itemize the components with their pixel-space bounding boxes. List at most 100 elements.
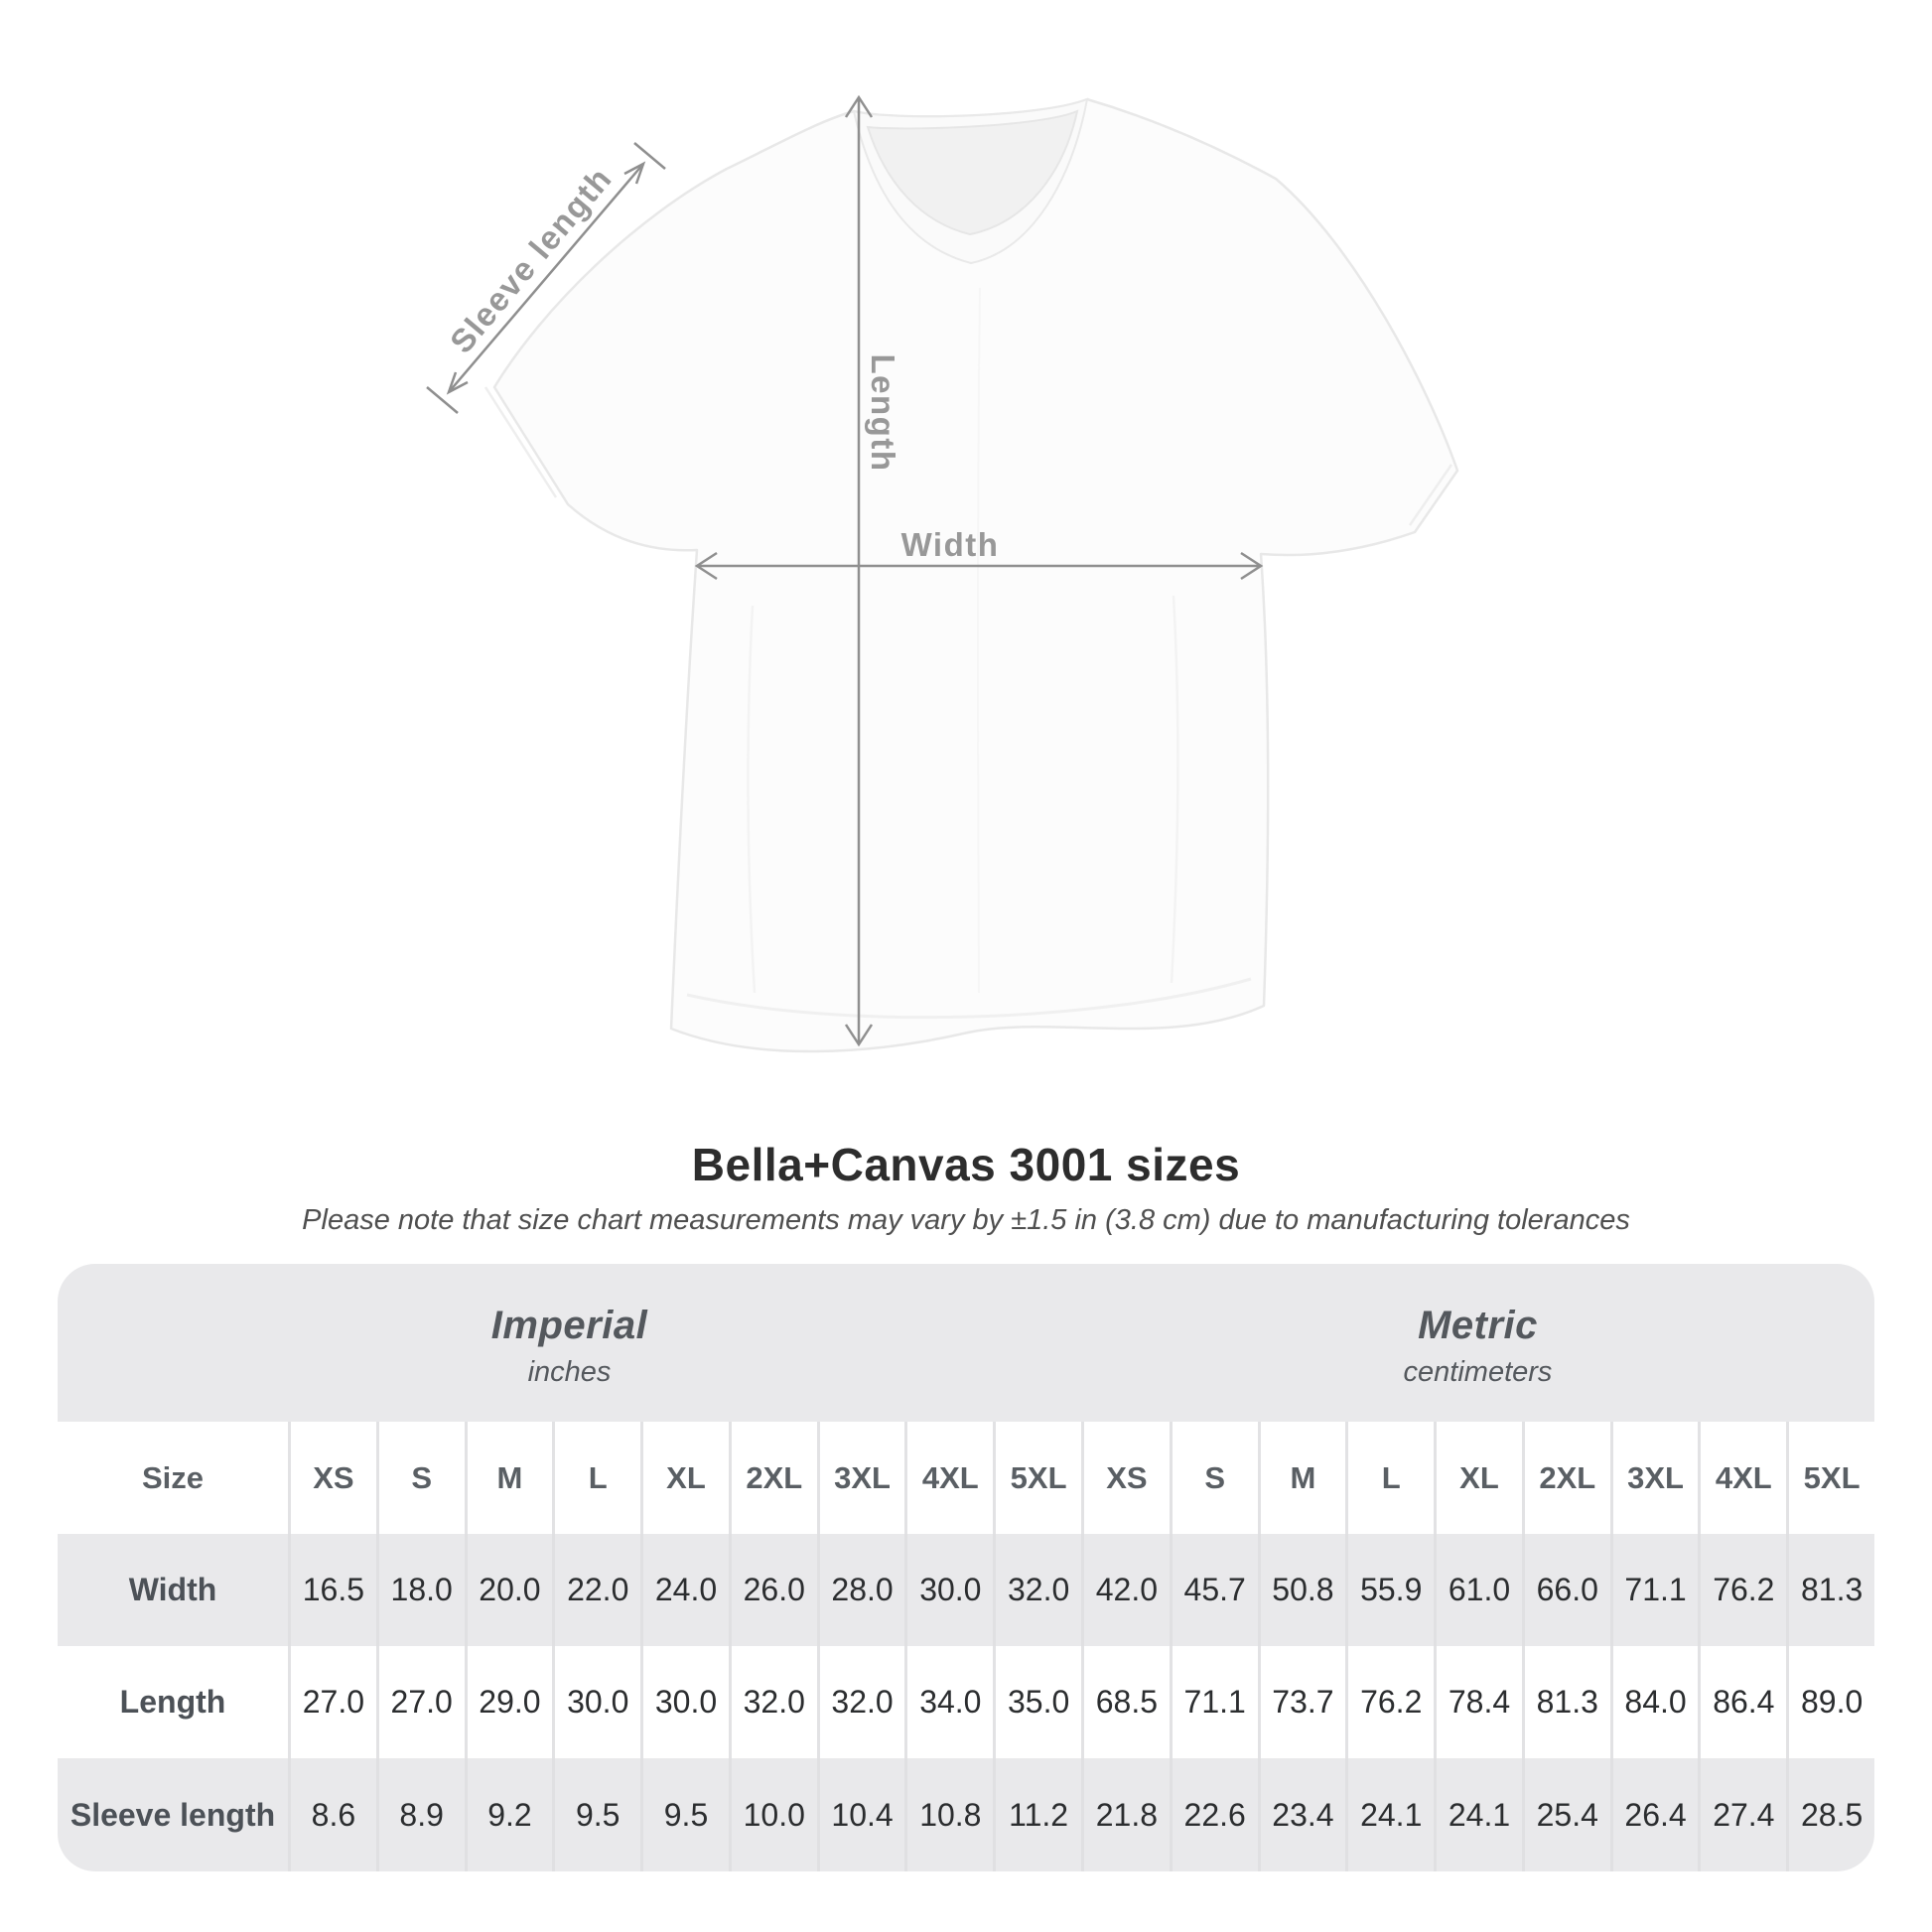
size-value-cell: 73.7 <box>1257 1646 1346 1758</box>
size-value-cell: 71.1 <box>1169 1646 1258 1758</box>
size-header-cell: S <box>375 1422 465 1534</box>
size-header-cell: M <box>1257 1422 1346 1534</box>
size-header-cell: 4XL <box>904 1422 993 1534</box>
size-value-cell: 78.4 <box>1434 1646 1522 1758</box>
size-header-cell: 2XL <box>728 1422 817 1534</box>
table-row-length: Length 27.0 27.0 29.0 30.0 30.0 32.0 32.0 34.0 3… <box>58 1646 1874 1758</box>
size-value-cell: 30.0 <box>552 1646 640 1758</box>
metric-unit: centimeters <box>1403 1355 1553 1388</box>
size-value-cell: 81.3 <box>1786 1534 1874 1646</box>
size-header-cell: XS <box>288 1422 376 1534</box>
size-header-cell: 2XL <box>1521 1422 1610 1534</box>
imperial-label: Imperial <box>490 1303 648 1347</box>
units-row: Imperial inches Metric centimeters <box>58 1264 1874 1422</box>
row-label-sleeve-length: Sleeve length <box>69 1796 276 1833</box>
size-value-cell: 35.0 <box>993 1646 1081 1758</box>
page-subtitle: Please note that size chart measurements… <box>302 1204 1630 1236</box>
size-diagram: Sleeve length Length Width <box>426 94 1459 1053</box>
size-value-cell: 68.5 <box>1081 1646 1170 1758</box>
metric-unit-header: Metric centimeters <box>1081 1264 1874 1422</box>
table-header-row: Size XS S M L XL 2XL 3XL 4XL 5XL XS S M L XL 2XL 3XL 4XL… <box>58 1422 1874 1534</box>
size-header-cell: 5XL <box>993 1422 1081 1534</box>
measurement-arrows <box>426 94 1264 1047</box>
size-value-cell: 28.0 <box>816 1534 905 1646</box>
size-value-cell: 32.0 <box>993 1534 1081 1646</box>
table-row-sleeve-length: Sleeve length 8.6 8.9 9.2 9.5 9.5 10.0 10.4 10.… <box>58 1758 1874 1871</box>
sleeve-length-arrow <box>448 163 644 393</box>
size-value-cell: 11.2 <box>993 1758 1081 1871</box>
fold-line <box>1170 595 1179 984</box>
size-header-cell: L <box>1345 1422 1434 1534</box>
size-value-cell: 21.8 <box>1081 1758 1170 1871</box>
size-value-cell: 9.5 <box>640 1758 729 1871</box>
size-value-cell: 76.2 <box>1345 1646 1434 1758</box>
size-value-cell: 86.4 <box>1698 1646 1786 1758</box>
size-value-cell: 10.0 <box>728 1758 817 1871</box>
size-value-cell: 24.1 <box>1345 1758 1434 1871</box>
size-value-cell: 24.0 <box>640 1534 729 1646</box>
size-value-cell: 10.8 <box>904 1758 993 1871</box>
size-value-cell: 55.9 <box>1345 1534 1434 1646</box>
size-value-cell: 23.4 <box>1257 1758 1346 1871</box>
size-value-cell: 50.8 <box>1257 1534 1346 1646</box>
hem-shadow <box>686 977 1252 1020</box>
size-header-cell: 3XL <box>1609 1422 1699 1534</box>
size-value-cell: 18.0 <box>375 1534 465 1646</box>
size-chart-table: Imperial inches Metric centimeters Size … <box>58 1264 1874 1871</box>
size-header-cell: M <box>464 1422 553 1534</box>
size-value-cell: 24.1 <box>1434 1758 1522 1871</box>
size-header-cell: S <box>1169 1422 1258 1534</box>
size-header-cell: L <box>552 1422 640 1534</box>
size-value-cell: 30.0 <box>904 1534 993 1646</box>
size-value-cell: 25.4 <box>1521 1758 1610 1871</box>
size-value-cell: 8.6 <box>288 1758 376 1871</box>
size-value-cell: 26.0 <box>728 1534 817 1646</box>
page-title: Bella+Canvas 3001 sizes <box>691 1139 1241 1190</box>
size-header-cell: XL <box>1434 1422 1522 1534</box>
size-value-cell: 10.4 <box>816 1758 905 1871</box>
size-value-cell: 61.0 <box>1434 1534 1522 1646</box>
tshirt-collar-opening <box>866 109 1079 236</box>
size-value-cell: 81.3 <box>1521 1646 1610 1758</box>
width-label: Width <box>900 526 1000 563</box>
length-label: Length <box>865 353 901 473</box>
right-cuff-seam <box>1408 464 1453 526</box>
size-value-cell: 71.1 <box>1609 1534 1699 1646</box>
size-value-cell: 27.0 <box>375 1646 465 1758</box>
tshirt-graphic <box>426 94 1459 1053</box>
size-header-cell: 5XL <box>1786 1422 1874 1534</box>
size-value-cell: 20.0 <box>464 1534 553 1646</box>
table-row-width: Width 16.5 18.0 20.0 22.0 24.0 26.0 28.0 30.0 32… <box>58 1534 1874 1646</box>
size-value-cell: 42.0 <box>1081 1534 1170 1646</box>
tshirt-body <box>492 97 1459 1053</box>
size-header-cell: XS <box>1081 1422 1170 1534</box>
left-cuff-seam <box>483 386 558 498</box>
size-value-cell: 89.0 <box>1786 1646 1874 1758</box>
size-header-cell: 4XL <box>1698 1422 1786 1534</box>
size-column-header: Size <box>141 1459 205 1495</box>
size-value-cell: 30.0 <box>640 1646 729 1758</box>
size-value-cell: 84.0 <box>1609 1646 1699 1758</box>
size-value-cell: 28.5 <box>1786 1758 1874 1871</box>
fold-line <box>747 605 757 994</box>
size-header-cell: XL <box>640 1422 729 1534</box>
row-label-width: Width <box>128 1572 217 1607</box>
fold-line <box>977 287 981 994</box>
size-value-cell: 16.5 <box>288 1534 376 1646</box>
imperial-unit-header: Imperial inches <box>58 1264 1081 1422</box>
size-value-cell: 9.5 <box>552 1758 640 1871</box>
size-value-cell: 76.2 <box>1698 1534 1786 1646</box>
size-value-cell: 27.4 <box>1698 1758 1786 1871</box>
size-value-cell: 27.0 <box>288 1646 376 1758</box>
size-value-cell: 9.2 <box>464 1758 553 1871</box>
size-value-cell: 66.0 <box>1521 1534 1610 1646</box>
row-label-length: Length <box>119 1684 226 1720</box>
metric-label: Metric <box>1418 1303 1538 1347</box>
size-value-cell: 29.0 <box>464 1646 553 1758</box>
size-value-cell: 45.7 <box>1169 1534 1258 1646</box>
size-value-cell: 32.0 <box>816 1646 905 1758</box>
size-value-cell: 8.9 <box>375 1758 465 1871</box>
size-value-cell: 34.0 <box>904 1646 993 1758</box>
size-value-cell: 22.6 <box>1169 1758 1258 1871</box>
size-value-cell: 32.0 <box>728 1646 817 1758</box>
